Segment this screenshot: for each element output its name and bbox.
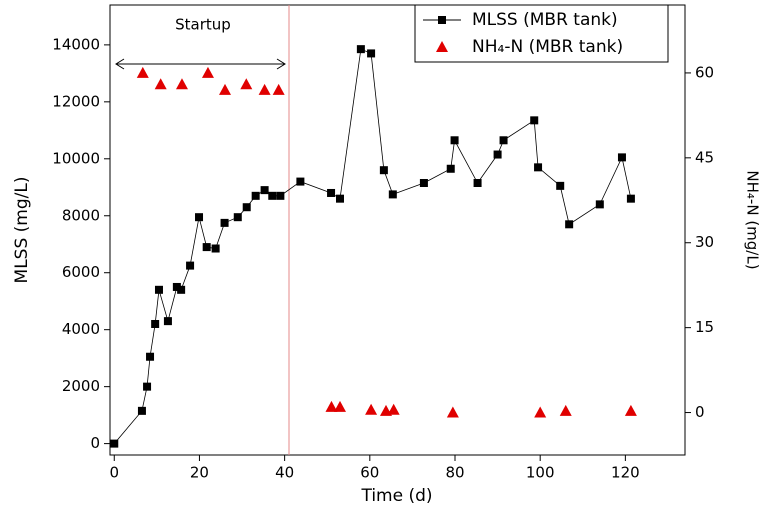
marker	[450, 136, 459, 145]
marker	[388, 190, 397, 199]
startup-arrow	[115, 58, 286, 70]
y-tick-label: 12000	[52, 92, 100, 110]
y2-tick-label: 45	[695, 148, 714, 166]
x-tick-label: 40	[275, 464, 294, 482]
marker	[268, 191, 277, 200]
x-axis-label: Time (d)	[360, 486, 432, 506]
marker	[334, 400, 346, 412]
y-tick-label: 14000	[52, 35, 100, 53]
marker	[493, 150, 502, 159]
marker	[251, 191, 260, 200]
marker	[136, 66, 149, 78]
y-tick-label: 2000	[62, 377, 100, 395]
x-tick-label: 20	[190, 464, 209, 482]
y-tick-label: 8000	[62, 206, 100, 224]
marker	[276, 191, 285, 200]
marker	[419, 179, 428, 188]
marker	[219, 83, 231, 95]
marker	[233, 213, 242, 222]
marker	[624, 404, 637, 416]
y-tick-label: 10000	[52, 149, 100, 167]
marker	[556, 181, 565, 190]
annotation: Startup	[175, 16, 231, 34]
marker	[258, 83, 271, 95]
marker	[175, 78, 188, 90]
y-axis-label: MLSS (mg/L)	[12, 177, 32, 284]
marker	[499, 136, 508, 145]
y2-tick-label: 0	[695, 403, 705, 421]
marker	[327, 188, 336, 197]
marker	[356, 45, 365, 54]
marker	[530, 116, 539, 125]
y-tick-label: 6000	[62, 263, 100, 281]
marker	[143, 382, 152, 391]
legend	[414, 4, 669, 63]
legend-marker	[438, 16, 446, 24]
marker	[177, 285, 186, 294]
x-tick-label: 60	[360, 464, 379, 482]
x-tick-label: 120	[611, 464, 640, 482]
marker	[242, 203, 251, 212]
marker	[201, 66, 214, 78]
legend-marker	[436, 41, 448, 52]
x-tick-label: 100	[526, 464, 555, 482]
marker	[151, 319, 160, 328]
marker	[272, 83, 285, 95]
marker	[137, 406, 146, 415]
marker	[379, 166, 388, 175]
marker	[565, 220, 574, 229]
series-line	[113, 48, 632, 444]
marker	[110, 439, 119, 448]
y2-axis-label: NH₄-N (mg/L)	[744, 170, 762, 269]
marker	[146, 352, 155, 361]
marker	[325, 400, 338, 412]
marker	[163, 317, 172, 326]
marker	[595, 200, 604, 209]
marker	[534, 406, 547, 418]
marker	[202, 243, 211, 252]
marker	[473, 179, 482, 188]
legend-label: NH₄-N (MBR tank)	[472, 37, 623, 57]
marker	[617, 153, 626, 162]
marker	[240, 78, 253, 90]
plot-frame	[109, 4, 686, 456]
marker	[626, 194, 635, 203]
legend-label: MLSS (MBR tank)	[472, 10, 618, 30]
marker	[260, 186, 269, 195]
marker	[365, 403, 378, 415]
y2-tick-label: 60	[695, 63, 714, 81]
x-tick-label: 0	[109, 464, 119, 482]
marker	[336, 194, 344, 203]
x-tick-label: 80	[445, 464, 464, 482]
marker	[172, 282, 181, 291]
marker	[186, 261, 195, 270]
marker	[559, 404, 572, 416]
marker	[446, 406, 459, 418]
marker	[154, 285, 163, 294]
marker	[220, 218, 229, 227]
y2-tick-label: 15	[695, 318, 714, 336]
marker	[211, 244, 220, 253]
marker	[387, 403, 400, 415]
marker	[296, 177, 305, 186]
marker	[534, 163, 543, 172]
marker	[195, 213, 204, 222]
y2-tick-label: 30	[695, 233, 714, 251]
marker	[154, 78, 167, 90]
marker	[367, 49, 376, 58]
marker	[446, 164, 455, 173]
y-tick-label: 0	[90, 434, 100, 452]
y-tick-label: 4000	[62, 320, 100, 338]
